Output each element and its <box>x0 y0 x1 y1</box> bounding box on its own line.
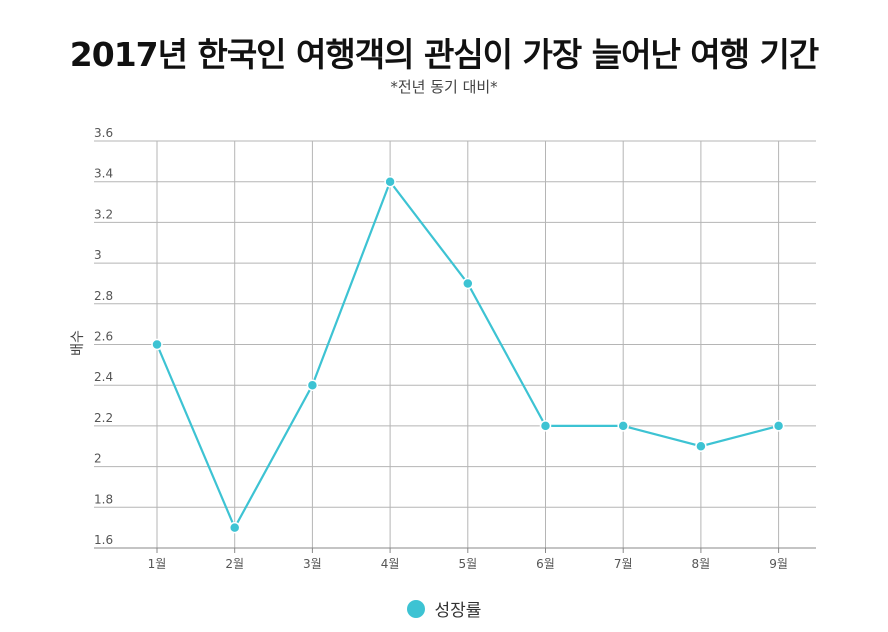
legend-marker <box>406 599 425 618</box>
x-tick-label: 5월 <box>458 557 477 571</box>
y-tick-label: 2 <box>94 452 102 466</box>
y-tick-label: 3.2 <box>94 207 113 221</box>
data-point[interactable] <box>772 420 785 432</box>
series-group <box>151 175 785 534</box>
chart-title: 2017년 한국인 여행객의 관심이 가장 늘어난 여행 기간 <box>69 35 819 74</box>
x-tick-label: 3월 <box>303 557 322 571</box>
data-point[interactable] <box>462 277 474 290</box>
x-tick-label: 9월 <box>769 557 788 571</box>
y-tick-label: 1.8 <box>94 492 113 506</box>
data-point[interactable] <box>617 420 629 432</box>
y-tick-label: 3.4 <box>94 167 113 181</box>
data-point[interactable] <box>228 521 241 534</box>
data-point[interactable] <box>539 420 552 432</box>
y-tick-label: 2.8 <box>94 289 113 303</box>
legend: 성장률 <box>0 596 888 621</box>
x-axis-ticks: 1월 2월 3월 4월 5월 6월 7월 8월 9월 <box>148 557 788 571</box>
legend-label: 성장률 <box>434 601 482 621</box>
x-tick-label: 2월 <box>225 557 244 571</box>
x-tick-label: 8월 <box>692 557 711 571</box>
grid <box>94 140 816 553</box>
y-axis-ticks: 1.6 1.8 2 2.2 2.4 2.6 2.8 3 3.2 3.4 3.6 <box>94 126 113 547</box>
y-tick-label: 2.6 <box>94 330 113 344</box>
y-axis-label: 배수 <box>70 330 86 356</box>
data-point[interactable] <box>306 379 319 391</box>
y-tick-label: 2.4 <box>94 370 113 384</box>
y-tick-label: 2.2 <box>94 411 113 425</box>
chart-subtitle: *전년 동기 대비* <box>390 78 498 96</box>
y-tick-label: 3.6 <box>94 126 113 140</box>
x-tick-label: 1월 <box>148 557 167 571</box>
y-tick-label: 3 <box>94 248 102 262</box>
y-tick-label: 1.6 <box>94 533 113 547</box>
x-tick-label: 7월 <box>614 557 633 571</box>
x-tick-label: 4월 <box>381 557 400 571</box>
data-point[interactable] <box>695 440 707 452</box>
data-point[interactable] <box>151 338 163 351</box>
x-tick-label: 6월 <box>536 557 555 571</box>
data-point[interactable] <box>384 175 396 188</box>
